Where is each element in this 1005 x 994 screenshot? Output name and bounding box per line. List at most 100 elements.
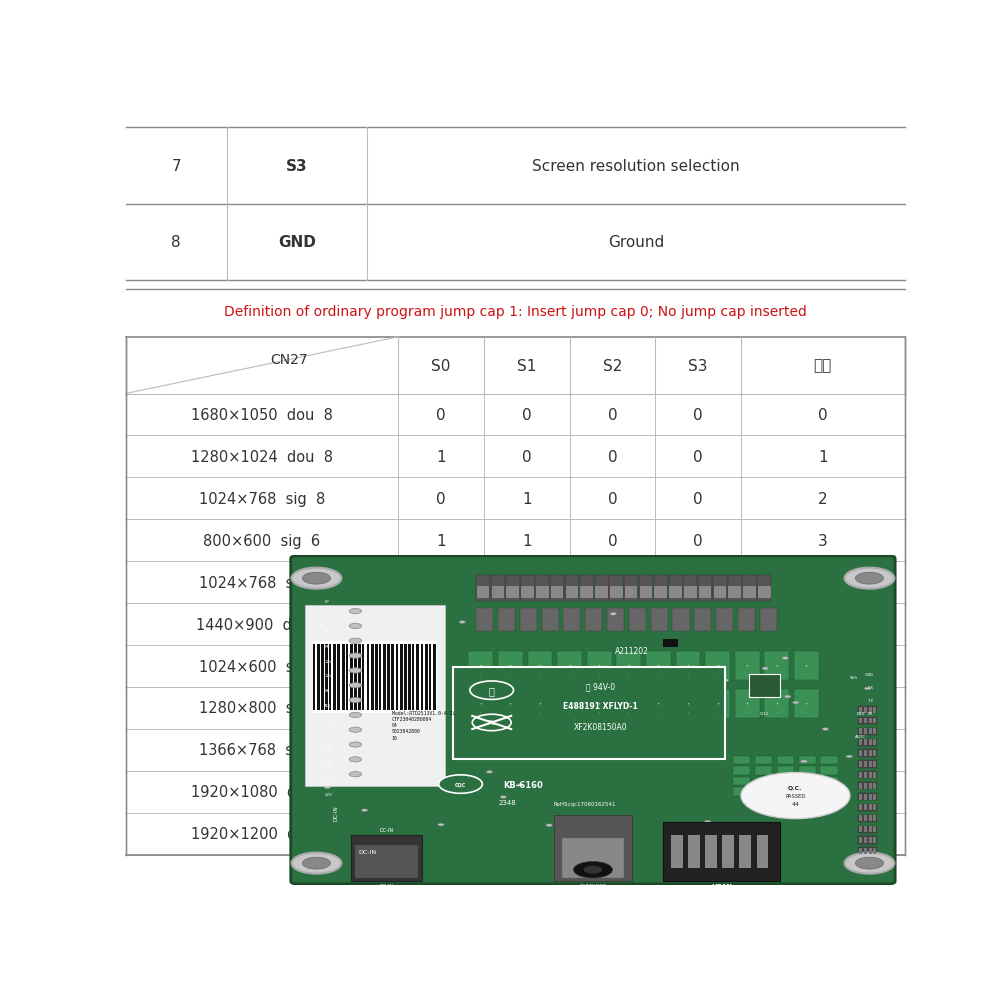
Text: GND: GND [325,762,334,766]
Bar [873,729,876,735]
Circle shape [362,809,368,812]
Circle shape [741,772,850,819]
Text: GND: GND [864,672,873,676]
Text: EXIT: EXIT [856,712,865,716]
Bar [859,718,862,724]
Circle shape [610,613,616,615]
Bar [777,766,794,774]
Bar [379,644,381,711]
Circle shape [349,713,362,718]
Text: -: - [480,672,481,676]
Text: 1: 1 [522,826,532,841]
Text: C212: C212 [760,712,769,716]
Text: 0: 0 [522,743,532,757]
Bar [864,718,867,724]
Bar [873,783,876,789]
Bar [358,644,361,711]
Bar [565,576,579,601]
Text: 1024×600  sig  6: 1024×600 sig 6 [199,659,325,674]
Bar [749,674,780,697]
Circle shape [437,766,443,768]
Circle shape [517,784,524,786]
Bar [672,608,689,631]
Bar [873,707,876,713]
Text: +: + [568,702,571,706]
Bar [629,608,646,631]
Text: -: - [747,710,748,714]
Text: 0: 0 [522,576,532,590]
Text: 0: 0 [436,743,446,757]
Text: 0: 0 [436,659,446,674]
Bar [640,586,652,598]
Text: S3: S3 [688,358,708,374]
Circle shape [622,678,628,680]
Bar [587,689,612,719]
Circle shape [844,568,894,589]
Bar [859,750,862,756]
Text: -: - [806,710,807,714]
Bar [820,787,837,796]
Text: Q.C.: Q.C. [788,785,803,790]
Circle shape [855,858,883,869]
Bar [321,644,324,711]
Circle shape [366,768,372,771]
Bar [864,794,867,800]
Bar [859,772,862,778]
Text: 8: 8 [172,235,181,250]
Circle shape [723,679,729,682]
Text: +: + [627,702,630,706]
Circle shape [432,718,438,721]
Bar [585,608,602,631]
Bar [858,717,877,725]
Bar [468,651,493,681]
Text: 1: 1 [522,533,532,549]
Bar [706,689,730,719]
Circle shape [470,681,514,700]
Text: CN27: CN27 [270,352,308,366]
Text: 0: 0 [693,491,702,506]
Text: 1024×768  sig  8: 1024×768 sig 8 [199,491,325,506]
Text: AUTC: AUTC [854,735,865,739]
Bar [522,586,534,598]
Bar [868,761,871,767]
Circle shape [574,862,612,878]
Bar [420,644,423,711]
Bar [873,837,876,843]
Text: 1: 1 [693,743,702,757]
Bar [367,644,370,711]
Bar [694,608,712,631]
Text: 1: 1 [693,826,702,841]
Bar [653,576,667,601]
Circle shape [433,699,439,702]
Bar [663,639,677,646]
Bar [873,848,876,854]
Bar [536,586,549,598]
Circle shape [349,653,362,659]
Text: 44: 44 [792,801,799,806]
Bar [313,644,315,711]
Circle shape [673,695,679,697]
Circle shape [303,573,331,584]
Text: S0: S0 [431,358,451,374]
Text: 1024×768  sig  6: 1024×768 sig 6 [199,576,325,590]
Bar [706,651,730,681]
Bar [858,739,877,746]
Bar [859,837,862,843]
Bar [794,689,819,719]
Text: 7: 7 [172,159,181,174]
Bar [799,777,816,785]
Bar [350,644,353,711]
Bar [663,822,780,882]
Bar [706,835,717,868]
Bar [864,740,867,746]
Text: -: - [687,710,688,714]
Bar [497,689,523,719]
Text: 0: 0 [818,408,827,422]
Bar [346,644,348,711]
Text: 0: 0 [608,826,617,841]
Text: 7: 7 [818,701,827,716]
Bar [868,794,871,800]
Text: 1: 1 [608,701,617,716]
Text: 排位: 排位 [814,358,832,374]
Text: KB-6160: KB-6160 [502,779,543,789]
